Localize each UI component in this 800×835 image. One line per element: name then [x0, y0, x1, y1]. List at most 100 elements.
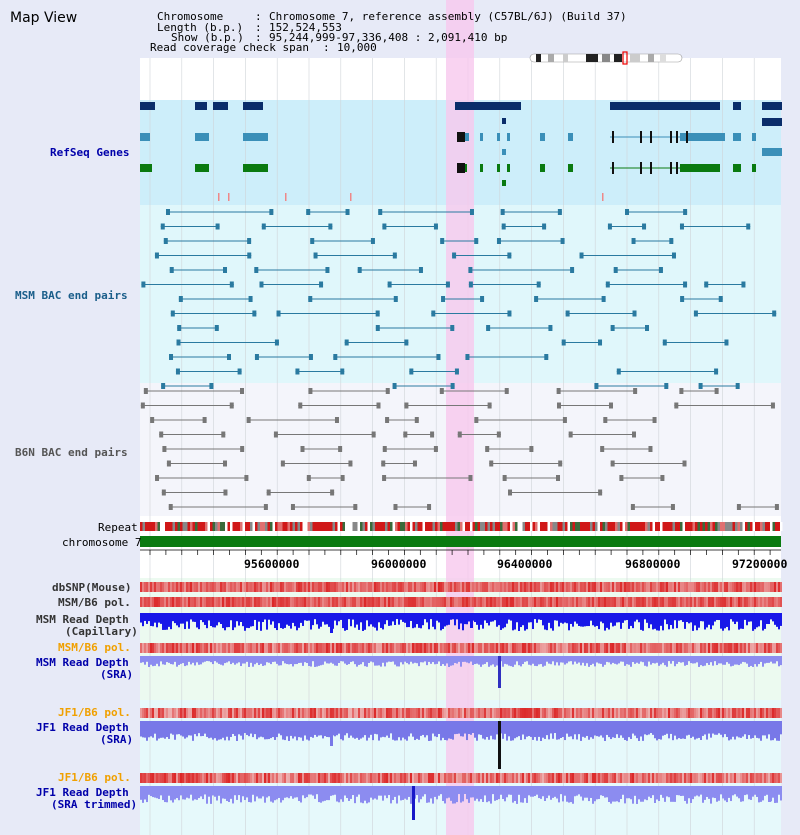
heat-cell — [690, 597, 692, 607]
depth-bar — [248, 656, 250, 667]
repeat-segment — [765, 522, 768, 531]
bac-end — [378, 209, 383, 215]
bac-end — [469, 209, 474, 215]
repeat-segment — [382, 522, 385, 531]
heat-cell — [376, 582, 378, 592]
track-label-msm-b6-pol-2[interactable]: MSM/B6 pol. — [58, 641, 131, 654]
heat-cell — [592, 643, 594, 653]
depth-bar — [690, 786, 692, 803]
heat-cell — [528, 708, 530, 718]
heat-cell — [496, 643, 498, 653]
depth-bar — [586, 786, 588, 798]
depth-bar — [266, 786, 268, 798]
depth-bar — [234, 721, 236, 736]
depth-bar — [284, 656, 286, 664]
heat-cell — [456, 582, 458, 592]
heat-cell — [724, 773, 726, 783]
depth-bar — [336, 786, 338, 802]
heat-cell — [420, 643, 422, 653]
heat-cell — [730, 582, 732, 592]
snp-mark — [228, 193, 230, 201]
heat-cell — [424, 582, 426, 592]
heat-cell — [448, 773, 450, 783]
depth-bar — [318, 613, 320, 629]
heat-cell — [640, 773, 642, 783]
track-label-refseq[interactable]: RefSeq Genes — [50, 146, 130, 159]
depth-bar — [146, 613, 148, 624]
heat-cell — [236, 643, 238, 653]
repeat-segment — [285, 522, 288, 531]
heat-cell — [514, 643, 516, 653]
heat-cell — [366, 597, 368, 607]
depth-bar — [364, 656, 366, 667]
heat-cell — [636, 773, 638, 783]
heat-cell — [766, 643, 768, 653]
depth-bar — [168, 613, 170, 627]
track-label-msm-depth-capillary-2: (Capillary) — [65, 625, 138, 638]
heat-cell — [390, 643, 392, 653]
heat-cell — [614, 643, 616, 653]
depth-bar — [192, 656, 194, 663]
depth-bar — [482, 786, 484, 802]
heat-cell — [558, 597, 560, 607]
depth-bar — [648, 721, 650, 735]
depth-bar — [540, 721, 542, 741]
heat-cell — [304, 773, 306, 783]
track-label-jf1-b6-pol-2[interactable]: JF1/B6 pol. — [58, 771, 131, 784]
repeat-segment — [140, 522, 143, 531]
bac-end — [544, 354, 549, 360]
bac-end — [276, 310, 281, 317]
depth-bar — [362, 721, 364, 738]
repeat-segment — [700, 522, 703, 531]
bac-end — [608, 402, 613, 409]
heat-cell — [702, 582, 704, 592]
depth-bar — [692, 721, 694, 737]
axis-tick-label: 95600000 — [244, 557, 300, 571]
track-label-msm-depth-capillary-1[interactable]: MSM Read Depth — [36, 613, 129, 626]
track-label-jf1-depth-trim-1[interactable]: JF1 Read Depth — [36, 786, 129, 799]
heat-cell — [620, 773, 622, 783]
heat-cell — [154, 708, 156, 718]
depth-bar — [280, 721, 282, 736]
depth-bar — [500, 786, 502, 795]
heat-cell — [510, 643, 512, 653]
heat-cell — [224, 708, 226, 718]
heat-cell — [426, 597, 428, 607]
heat-cell — [752, 643, 754, 653]
repeat-segment — [165, 522, 168, 531]
track-label-jf1-depth-sra-1[interactable]: JF1 Read Depth — [36, 721, 129, 734]
bac-end — [143, 388, 148, 394]
heat-cell — [262, 708, 264, 718]
heat-cell — [686, 773, 688, 783]
track-label-msm-bac[interactable]: MSM BAC end pairs — [15, 289, 128, 302]
track-label-chromosome[interactable]: chromosome 7 — [62, 536, 142, 549]
track-label-jf1-b6-pol[interactable]: JF1/B6 pol. — [58, 706, 131, 719]
depth-bar — [544, 721, 546, 739]
track-label-msm-b6-pol[interactable]: MSM/B6 pol. — [58, 596, 131, 609]
track-label-msm-depth-sra-1[interactable]: MSM Read Depth — [36, 656, 129, 669]
repeat-segment — [712, 522, 715, 531]
repeat-segment — [637, 522, 640, 531]
heat-cell — [728, 597, 730, 607]
track-label-repeat[interactable]: Repeat — [98, 521, 138, 534]
depth-bar — [458, 656, 460, 662]
depth-bar — [384, 656, 386, 667]
depth-bar — [482, 721, 484, 739]
heat-cell — [218, 708, 220, 718]
track-label-b6n-bac[interactable]: B6N BAC end pairs — [15, 446, 128, 459]
repeat-segment — [215, 522, 218, 531]
heat-cell — [188, 582, 190, 592]
heat-cell — [454, 773, 456, 783]
heat-cell — [224, 597, 226, 607]
heat-cell — [572, 597, 574, 607]
depth-bar — [686, 656, 688, 665]
heat-cell — [200, 643, 202, 653]
heat-cell — [672, 597, 674, 607]
repeat-segment — [270, 522, 273, 531]
depth-bar — [568, 786, 570, 803]
heat-cell — [626, 773, 628, 783]
depth-bar — [272, 613, 274, 622]
repeat-segment — [542, 522, 545, 531]
track-label-dbsnp[interactable]: dbSNP(Mouse) — [52, 581, 132, 594]
depth-bar — [234, 656, 236, 665]
